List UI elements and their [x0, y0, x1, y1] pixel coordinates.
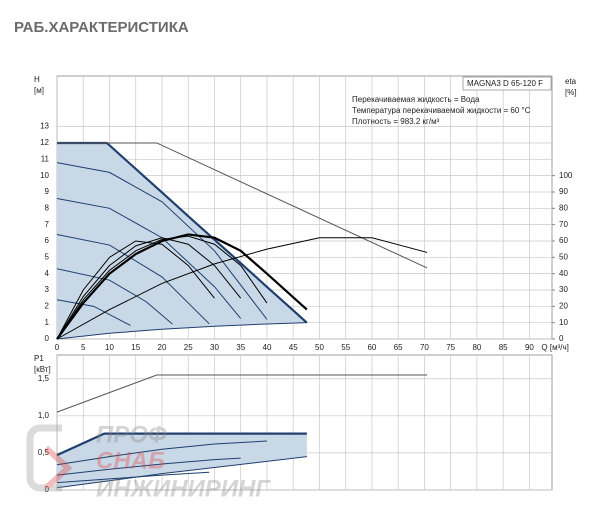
x-tick-label: 10 — [105, 343, 114, 352]
curve — [56, 432, 307, 457]
y2-tick-label: 0 — [559, 334, 564, 343]
curve — [56, 471, 210, 484]
info-box-label: MAGNA3 D 65-120 F — [467, 79, 543, 88]
y-tick-label: 0 — [45, 334, 50, 343]
y-axis-label: [м] — [34, 86, 44, 95]
watermark: ПРОФ СНАБ ИНЖИНИРИНГ — [26, 421, 271, 502]
y2-tick-label: 40 — [559, 269, 568, 278]
watermark-text: ИНЖИНИРИНГ — [96, 475, 271, 502]
x-tick-label: 15 — [131, 343, 140, 352]
curve — [56, 299, 131, 326]
y2-tick-label: 100 — [559, 171, 573, 180]
y-tick-label: 3 — [45, 285, 50, 294]
x-tick-label: 30 — [210, 343, 219, 352]
y-tick-label: 6 — [45, 236, 50, 245]
info-box — [462, 76, 552, 91]
curve — [56, 374, 428, 413]
y-axis-label: P1 — [34, 354, 44, 363]
curve — [56, 237, 428, 340]
curve — [56, 162, 268, 320]
y-tick-label: 4 — [45, 269, 50, 278]
curve — [56, 440, 267, 466]
y-tick-label: 2 — [45, 301, 50, 310]
y-tick-label: 7 — [45, 220, 50, 229]
y-tick-label: 13 — [40, 122, 49, 131]
x-tick-label: 70 — [420, 343, 429, 352]
x-tick-label: 45 — [289, 343, 298, 352]
y2-tick-label: 80 — [559, 203, 568, 212]
x-tick-label: 55 — [341, 343, 350, 352]
x-tick-label: 20 — [158, 343, 167, 352]
y2-tick-label: 10 — [559, 318, 568, 327]
x-tick-label: 75 — [446, 343, 455, 352]
y-axis-label: [кВт] — [34, 365, 51, 374]
watermark-text: ПРОФ — [96, 421, 167, 448]
x-tick-label: 65 — [394, 343, 403, 352]
y-tick-label: 5 — [45, 252, 50, 261]
y2-tick-label: 20 — [559, 301, 568, 310]
y-axis-label: H — [34, 75, 40, 84]
x-tick-label: 90 — [525, 343, 534, 352]
y2-tick-label: 90 — [559, 187, 568, 196]
curve — [56, 233, 210, 325]
annotation: Плотность = 983.2 кг/м³ — [352, 117, 440, 126]
y2-tick-label: 30 — [559, 285, 568, 294]
x-tick-label: 5 — [81, 343, 86, 352]
curve — [56, 322, 307, 340]
curve — [56, 457, 241, 476]
x-axis-label: Q [м³/ч] — [541, 343, 568, 352]
x-tick-label: 80 — [472, 343, 481, 352]
y2-axis-label: [%] — [565, 88, 577, 97]
curve — [56, 237, 242, 340]
y-tick-label: 11 — [41, 154, 50, 163]
y-tick-label: 12 — [40, 138, 49, 147]
curve — [57, 141, 308, 324]
annotation: Перекачиваемая жидкость = Вода — [352, 95, 480, 104]
operating-area — [57, 433, 307, 488]
x-tick-label: 0 — [55, 343, 60, 352]
y2-axis-label: eta — [565, 77, 577, 86]
y-tick-label: 10 — [40, 171, 49, 180]
y2-tick-label: 70 — [559, 220, 568, 229]
y2-tick-label: 50 — [559, 252, 568, 261]
x-tick-label: 50 — [315, 343, 324, 352]
curve — [56, 235, 268, 340]
x-tick-label: 35 — [236, 343, 245, 352]
x-tick-label: 25 — [184, 343, 193, 352]
x-tick-label: 40 — [263, 343, 272, 352]
y2-tick-label: 60 — [559, 236, 568, 245]
logo — [43, 445, 73, 491]
y-tick-label: 9 — [45, 187, 50, 196]
watermark-text: СНАБ — [96, 447, 165, 474]
y-tick-label: 1,5 — [38, 374, 50, 383]
y-tick-label: 1,0 — [38, 411, 50, 420]
annotation: Температура перекачиваемой жидкости = 60… — [352, 106, 531, 115]
curve — [56, 456, 307, 489]
y-tick-label: 0,5 — [38, 448, 50, 457]
y-tick-label: 0 — [45, 485, 50, 494]
y-tick-label: 8 — [45, 203, 50, 212]
curve — [56, 268, 173, 325]
x-tick-label: 85 — [499, 343, 508, 352]
y-tick-label: 1 — [45, 318, 50, 327]
curve — [57, 142, 428, 269]
page-title: РАБ.ХАРАКТЕРИСТИКА — [14, 19, 189, 36]
curve — [56, 240, 215, 340]
logo — [26, 424, 62, 492]
x-tick-label: 60 — [367, 343, 376, 352]
